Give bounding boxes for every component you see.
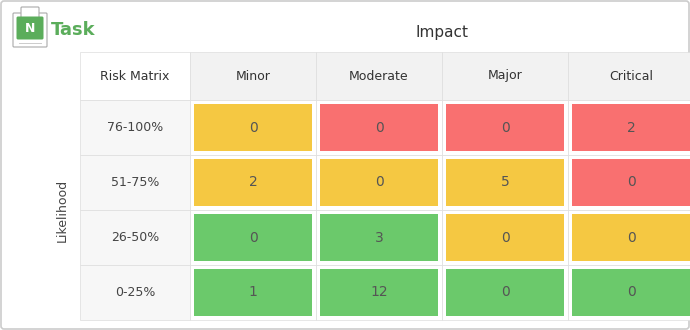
Text: Likelihood: Likelihood [55, 179, 68, 242]
Bar [572, 269, 690, 316]
Bar [446, 104, 564, 151]
Text: 51-75%: 51-75% [111, 176, 159, 189]
Bar [190, 52, 316, 100]
Bar [190, 265, 316, 320]
Bar [194, 269, 312, 316]
Bar [442, 100, 568, 155]
Text: Moderate: Moderate [349, 70, 408, 82]
Text: 0: 0 [501, 230, 509, 245]
Text: 0: 0 [627, 285, 635, 300]
Text: Task: Task [51, 21, 96, 39]
FancyBboxPatch shape [13, 13, 47, 47]
Bar [442, 155, 568, 210]
Bar [572, 214, 690, 261]
Bar [190, 210, 316, 265]
Text: 0: 0 [248, 230, 257, 245]
Bar [320, 214, 438, 261]
Text: 0: 0 [627, 176, 635, 189]
Bar [446, 214, 564, 261]
Text: 0: 0 [248, 120, 257, 135]
Bar [190, 155, 316, 210]
Bar [316, 155, 442, 210]
Bar [316, 210, 442, 265]
Bar [190, 100, 316, 155]
Bar [568, 52, 690, 100]
Bar [572, 104, 690, 151]
Text: 26-50%: 26-50% [111, 231, 159, 244]
Text: 3: 3 [375, 230, 384, 245]
Bar [316, 52, 442, 100]
Bar [320, 104, 438, 151]
Bar [320, 269, 438, 316]
Text: 0-25%: 0-25% [115, 286, 155, 299]
Bar [568, 155, 690, 210]
Text: 5: 5 [501, 176, 509, 189]
Text: 76-100%: 76-100% [107, 121, 163, 134]
Text: 0: 0 [627, 230, 635, 245]
Bar [80, 100, 190, 155]
Text: 0: 0 [501, 120, 509, 135]
FancyBboxPatch shape [21, 7, 39, 19]
Bar [568, 100, 690, 155]
Text: 2: 2 [248, 176, 257, 189]
Bar [442, 210, 568, 265]
Bar [320, 159, 438, 206]
Bar [194, 159, 312, 206]
Text: Major: Major [488, 70, 522, 82]
Bar [568, 265, 690, 320]
Bar [572, 159, 690, 206]
Text: Minor: Minor [235, 70, 270, 82]
Bar [446, 269, 564, 316]
Bar [80, 210, 190, 265]
Bar [316, 265, 442, 320]
Text: 2: 2 [627, 120, 635, 135]
Bar [80, 52, 190, 100]
Text: N: N [25, 21, 35, 35]
Text: Impact: Impact [415, 24, 469, 40]
Text: 0: 0 [375, 120, 384, 135]
Bar [442, 265, 568, 320]
Bar [446, 159, 564, 206]
Bar [194, 214, 312, 261]
Text: 0: 0 [501, 285, 509, 300]
Text: Critical: Critical [609, 70, 653, 82]
Bar [194, 104, 312, 151]
Text: 0: 0 [375, 176, 384, 189]
Text: 12: 12 [371, 285, 388, 300]
Bar [568, 210, 690, 265]
Text: Risk Matrix: Risk Matrix [100, 70, 170, 82]
Bar [442, 52, 568, 100]
Bar [316, 100, 442, 155]
Bar [80, 155, 190, 210]
Bar [80, 265, 190, 320]
Text: 1: 1 [248, 285, 257, 300]
FancyBboxPatch shape [17, 16, 43, 40]
